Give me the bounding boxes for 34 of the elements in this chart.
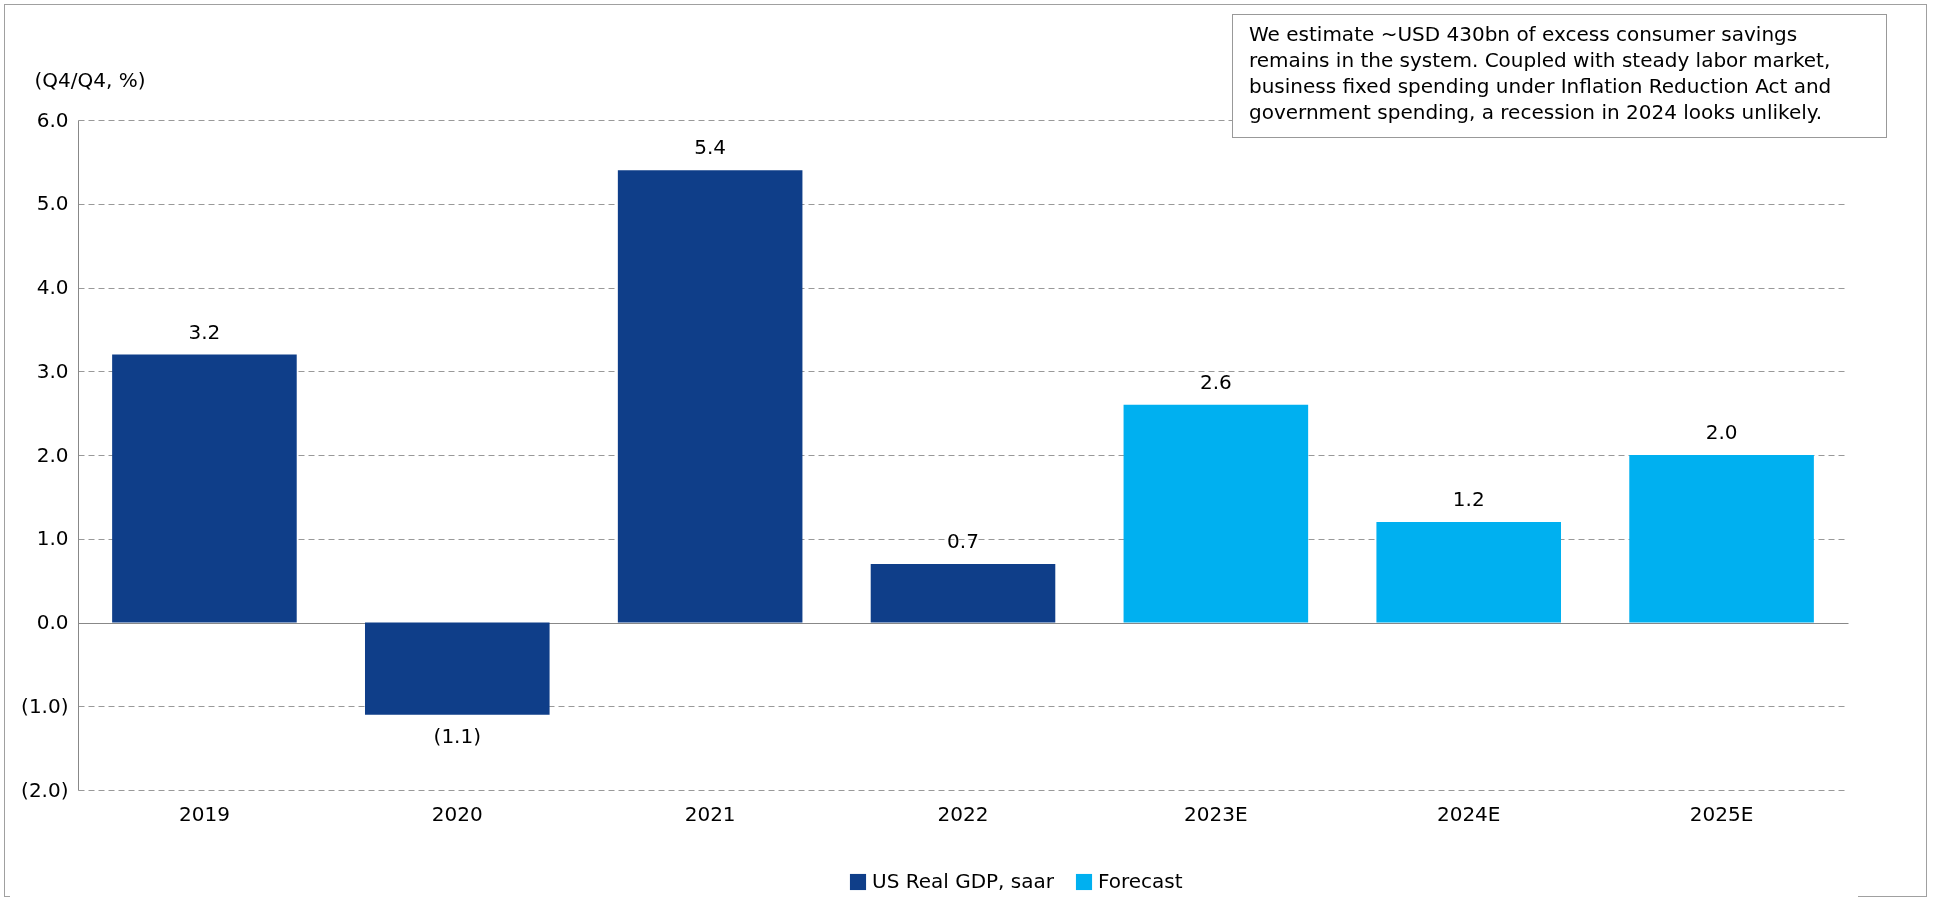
x-tick-label: 2019 [178, 801, 230, 826]
bar [1629, 455, 1814, 623]
y-axis-title: (Q4/Q4, %) [34, 67, 146, 92]
data-label: 3.2 [188, 319, 221, 344]
bar [617, 170, 803, 623]
y-tick-label: 2.0 [36, 442, 69, 467]
y-tick-label: 1.0 [36, 526, 69, 551]
y-tick-label: 0.0 [36, 610, 69, 634]
bar [1376, 522, 1562, 623]
data-label: 0.7 [947, 528, 979, 553]
text-box: We estimate ~USD 430bn of excess consumer savings remains in the system. Coupled with steady labor market, business fixed spending under Inflation Reduction Act and government spending, a recession in 2024 looks unlikely. [1232, 14, 1887, 138]
bar [1123, 404, 1309, 623]
legend-label: Forecast [1098, 869, 1183, 893]
y-tick-label: 6.0 [36, 107, 69, 132]
bar [364, 622, 550, 715]
data-label: 2.0 [1705, 420, 1738, 444]
bar [112, 354, 297, 623]
x-tick-label: 2021 [684, 801, 736, 826]
y-tick-label: 3.0 [36, 358, 69, 383]
x-tick-label: 2020 [431, 801, 483, 826]
x-tick-label: 2023E [1184, 801, 1248, 826]
legend-label: US Real GDP, saar [872, 869, 1055, 893]
y-tick-label: (1.0) [21, 693, 69, 718]
x-tick-label: 2022 [937, 801, 989, 826]
bar [870, 563, 1056, 623]
x-tick-label: 2024E [1436, 801, 1501, 826]
y-tick-label: 4.0 [36, 275, 69, 299]
data-label: 2.6 [1199, 369, 1232, 394]
data-label: 5.4 [694, 135, 727, 160]
data-label: (1.1) [433, 723, 481, 748]
y-tick-label: (2.0) [21, 777, 69, 802]
y-tick-label: 5.0 [36, 191, 69, 216]
data-label: 1.2 [1452, 487, 1485, 511]
x-tick-label: 2025E [1689, 801, 1754, 826]
